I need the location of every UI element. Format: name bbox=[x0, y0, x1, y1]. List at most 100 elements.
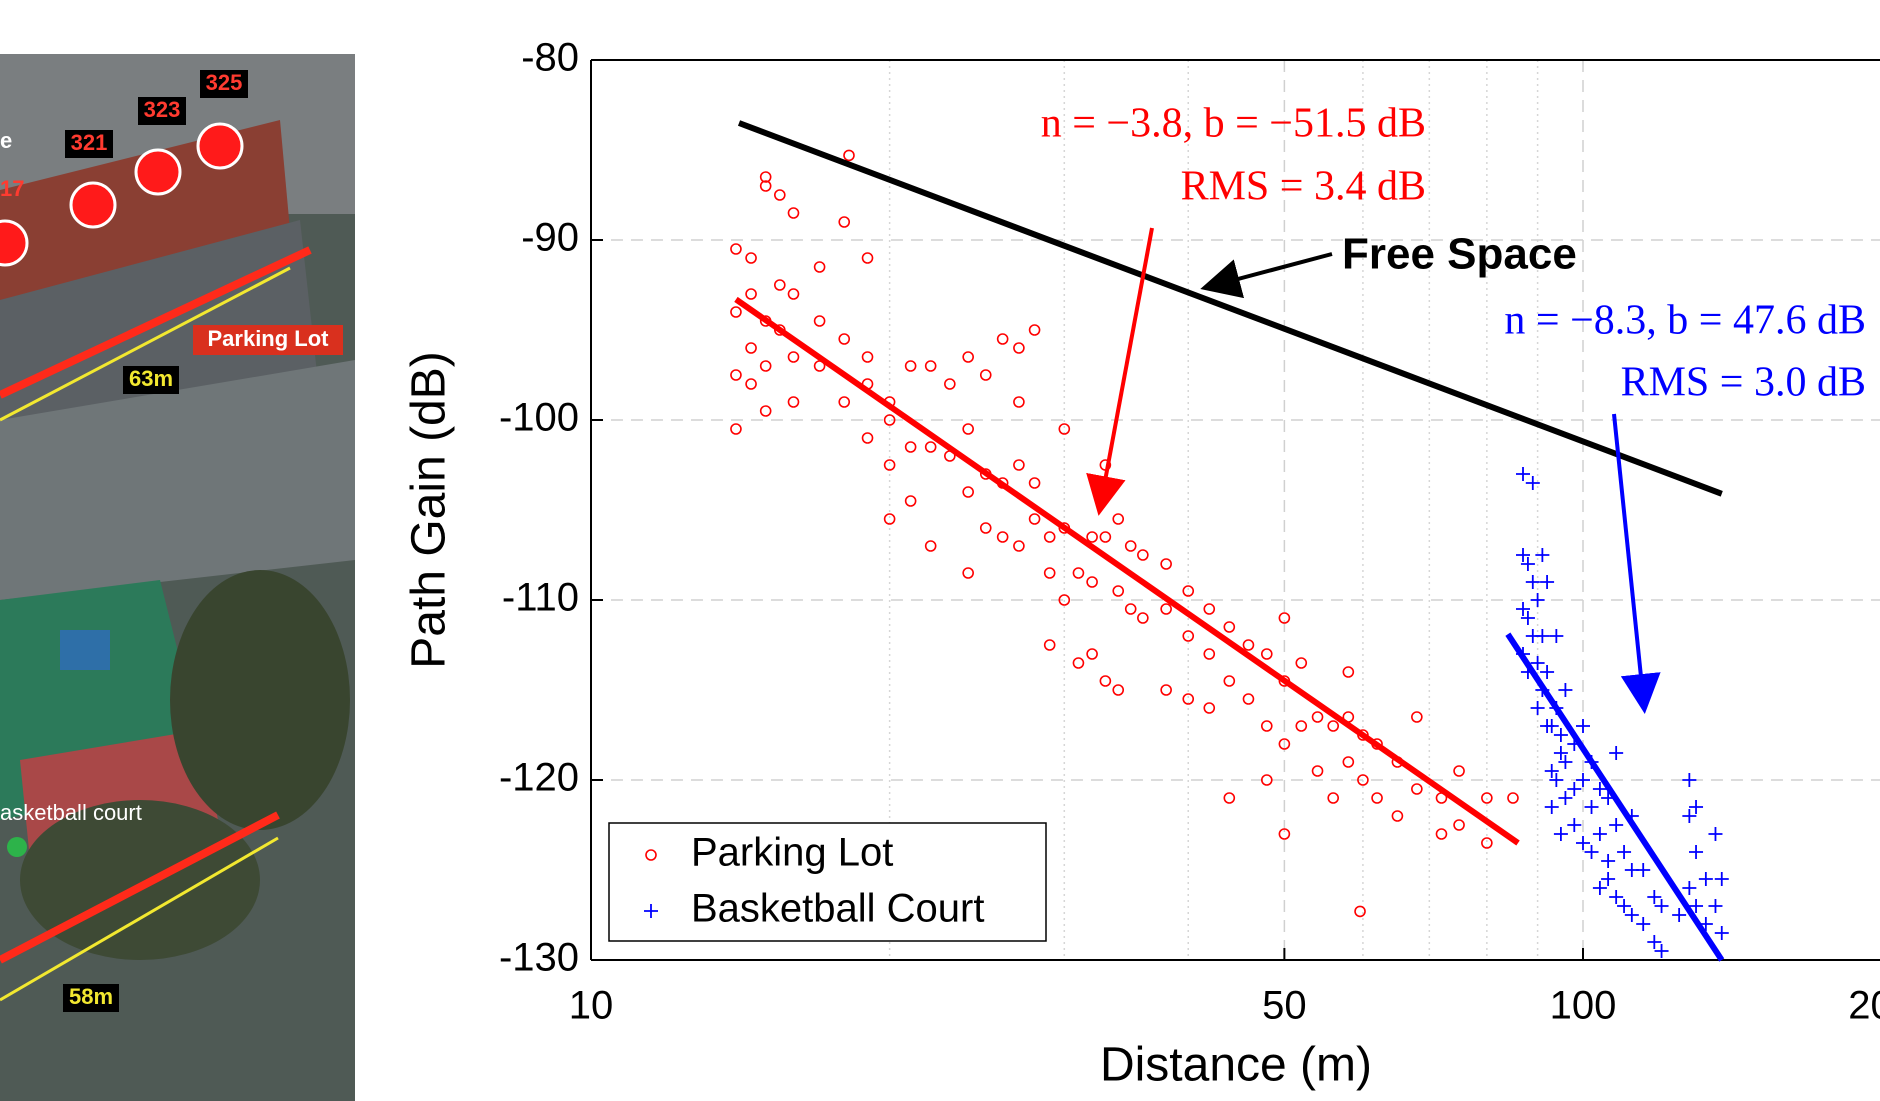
distance-line bbox=[0, 836, 279, 1002]
point bbox=[1182, 630, 1195, 642]
point bbox=[838, 333, 851, 345]
point bbox=[1708, 899, 1723, 913]
point bbox=[745, 342, 757, 354]
point bbox=[1160, 603, 1172, 615]
point bbox=[1342, 756, 1355, 768]
point bbox=[1592, 782, 1607, 796]
point bbox=[1028, 324, 1041, 336]
point bbox=[962, 423, 974, 435]
point bbox=[1549, 773, 1564, 787]
point bbox=[787, 207, 800, 219]
point bbox=[1714, 872, 1729, 886]
point bbox=[944, 378, 956, 390]
point bbox=[1086, 648, 1098, 660]
point bbox=[1311, 765, 1324, 777]
point bbox=[979, 369, 992, 381]
point bbox=[787, 396, 800, 408]
point bbox=[1295, 720, 1308, 732]
point bbox=[1278, 828, 1291, 840]
point bbox=[1278, 738, 1291, 750]
legend-label: Parking Lot bbox=[691, 831, 893, 875]
point bbox=[1592, 881, 1607, 895]
point bbox=[1654, 899, 1669, 913]
trees bbox=[170, 570, 350, 830]
point bbox=[962, 567, 974, 579]
legend-label: Basketball Court bbox=[691, 887, 984, 931]
point bbox=[787, 288, 800, 300]
point bbox=[730, 369, 742, 381]
legend-box bbox=[608, 822, 1047, 942]
point bbox=[730, 306, 742, 318]
label-bg bbox=[63, 984, 119, 1012]
arrow bbox=[1086, 227, 1154, 516]
point bbox=[904, 360, 917, 372]
point bbox=[1453, 765, 1465, 777]
point bbox=[924, 540, 937, 552]
point bbox=[1043, 567, 1056, 579]
point bbox=[1558, 755, 1573, 769]
point bbox=[1137, 549, 1149, 561]
point bbox=[1520, 557, 1535, 571]
marker bbox=[0, 219, 29, 267]
point bbox=[1647, 935, 1662, 949]
point bbox=[1507, 792, 1519, 804]
point bbox=[1043, 531, 1056, 543]
point bbox=[1354, 905, 1366, 918]
photo-label: 63m bbox=[129, 366, 173, 391]
point bbox=[1028, 513, 1041, 525]
point bbox=[1636, 917, 1651, 931]
point bbox=[1327, 792, 1340, 804]
point bbox=[1182, 693, 1195, 705]
point bbox=[1013, 342, 1025, 354]
point bbox=[1516, 467, 1530, 481]
point bbox=[745, 378, 757, 390]
point bbox=[1013, 459, 1025, 471]
point bbox=[1058, 594, 1071, 606]
point bbox=[1567, 782, 1582, 796]
pin bbox=[7, 837, 27, 857]
point bbox=[1624, 908, 1639, 922]
route-line bbox=[0, 246, 312, 399]
point bbox=[1698, 872, 1713, 886]
point bbox=[1028, 477, 1041, 489]
label-bg bbox=[200, 70, 248, 98]
label-bg bbox=[123, 366, 179, 394]
point bbox=[1617, 899, 1632, 913]
point bbox=[1544, 719, 1559, 733]
point bbox=[1558, 791, 1573, 805]
point bbox=[924, 441, 937, 453]
roof2 bbox=[0, 360, 355, 600]
point bbox=[1453, 819, 1465, 831]
point bbox=[1592, 827, 1607, 841]
label-bg bbox=[138, 97, 186, 125]
photo-label: e bbox=[0, 128, 12, 153]
point bbox=[1609, 818, 1624, 832]
point bbox=[1086, 531, 1098, 543]
point bbox=[1013, 540, 1025, 552]
point bbox=[1535, 548, 1550, 562]
point bbox=[1342, 666, 1355, 678]
point bbox=[1058, 423, 1071, 435]
point bbox=[1682, 881, 1697, 895]
point bbox=[1112, 684, 1125, 696]
point bbox=[1435, 828, 1448, 840]
marker bbox=[69, 181, 117, 229]
point bbox=[1576, 773, 1590, 787]
point bbox=[1525, 575, 1540, 589]
point bbox=[1411, 783, 1423, 795]
point bbox=[1601, 872, 1616, 886]
point bbox=[745, 252, 757, 264]
point bbox=[1672, 908, 1687, 922]
point bbox=[730, 243, 742, 255]
point bbox=[1544, 764, 1559, 778]
x-tick-label: 10 bbox=[569, 984, 614, 1028]
y-tick-label: -110 bbox=[502, 576, 579, 620]
point bbox=[1223, 621, 1236, 633]
point bbox=[1647, 890, 1662, 904]
point bbox=[1654, 944, 1669, 958]
point bbox=[759, 360, 772, 372]
y-tick-label: -90 bbox=[521, 216, 579, 260]
fit-line bbox=[737, 120, 1723, 497]
